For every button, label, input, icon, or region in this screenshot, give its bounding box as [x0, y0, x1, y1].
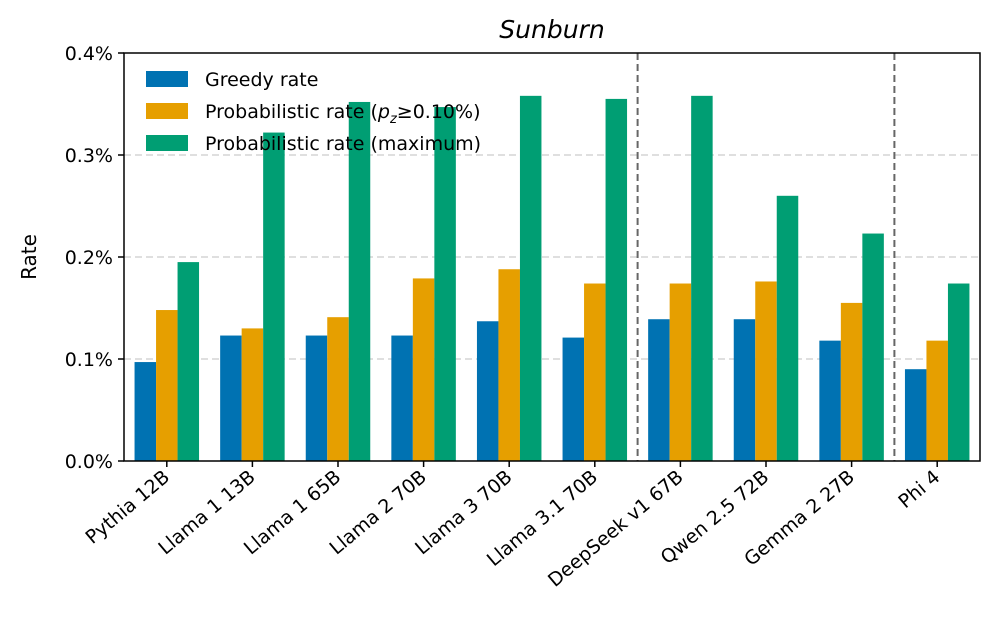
bar-1-1	[241, 328, 264, 461]
y-tick-label: 0.1%	[65, 349, 113, 371]
bars	[134, 95, 970, 462]
legend-label-probabilistic-threshold: Probabilistic rate (pz≥0.10%)	[205, 101, 481, 127]
bar-1-6	[669, 283, 692, 461]
legend-swatch-probabilistic-threshold	[146, 103, 188, 119]
bar-2-8	[862, 233, 884, 461]
y-tick-label: 0.3%	[65, 145, 113, 167]
bar-0-5	[562, 337, 585, 461]
bar-2-1	[263, 132, 285, 461]
bar-0-1	[220, 335, 242, 461]
bar-0-4	[476, 321, 499, 461]
y-tick-label: 0.0%	[65, 451, 113, 473]
bar-0-7	[733, 319, 756, 461]
legend: Greedy rate Probabilistic rate (pz≥0.10%…	[146, 69, 481, 155]
legend-label-prefix: Probabilistic rate (	[205, 101, 378, 123]
bar-0-6	[648, 319, 670, 461]
bar-0-2	[305, 335, 328, 461]
bar-1-8	[840, 302, 863, 461]
bar-0-3	[391, 335, 413, 461]
bar-1-0	[156, 310, 178, 461]
bar-1-4	[498, 269, 520, 461]
chart-title: Sunburn	[499, 15, 604, 44]
bar-2-6	[691, 95, 713, 461]
bar-1-3	[412, 278, 435, 461]
legend-swatch-greedy	[146, 71, 188, 87]
legend-label-p: p	[377, 101, 390, 123]
legend-label-subscript: z	[389, 112, 398, 127]
bar-2-2	[348, 101, 371, 462]
bar-1-9	[926, 340, 948, 461]
y-axis-label: Rate	[17, 234, 41, 280]
bar-0-0	[134, 362, 157, 461]
bar-2-4	[519, 95, 542, 461]
legend-label-probabilistic-maximum: Probabilistic rate (maximum)	[205, 133, 481, 155]
legend-label-greedy: Greedy rate	[205, 69, 318, 91]
bar-2-3	[434, 107, 456, 461]
x-tick-label: Phi 4	[894, 466, 944, 513]
bar-2-7	[776, 195, 799, 462]
group-separators	[636, 53, 896, 461]
bar-2-9	[947, 283, 970, 461]
legend-label-tail: ≥0.10%)	[397, 101, 481, 123]
bar-1-5	[584, 283, 606, 461]
bar-2-0	[177, 262, 200, 461]
bar-0-8	[819, 340, 841, 461]
legend-swatch-probabilistic-maximum	[146, 135, 188, 151]
bar-2-5	[605, 98, 628, 462]
y-tick-label: 0.4%	[65, 43, 113, 65]
y-tick-label: 0.2%	[65, 247, 113, 269]
bar-1-2	[327, 317, 349, 461]
bar-0-9	[904, 369, 927, 461]
y-axis-ticks: 0.0% 0.1% 0.2% 0.3% 0.4%	[65, 43, 124, 473]
x-tick-label: Pythia 12B	[81, 466, 174, 549]
bar-1-7	[755, 281, 777, 461]
